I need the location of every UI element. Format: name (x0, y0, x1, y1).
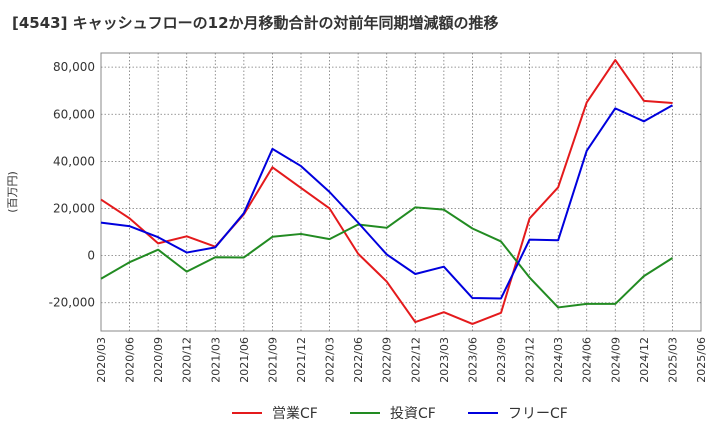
x-tick-label: 2025/06 (695, 337, 708, 383)
y-axis-label: (百万円) (6, 171, 19, 213)
series-line-3 (100, 104, 673, 300)
x-tick-label: 2023/06 (466, 337, 479, 383)
x-tick-label: 2021/03 (209, 337, 222, 383)
legend-label-3: フリーCF (508, 406, 568, 422)
x-tick-label: 2020/06 (124, 337, 137, 383)
y-tick-label: 40,000 (53, 154, 95, 168)
x-tick-label: 2025/03 (666, 337, 679, 383)
chart-title: [4543] キャッシュフローの12か月移動合計の対前年同期増減額の推移 (12, 14, 499, 32)
x-tick-label: 2020/09 (152, 337, 165, 383)
x-tick-label: 2022/12 (409, 337, 422, 383)
y-tick-label: 20,000 (53, 201, 95, 215)
x-tick-label: 2024/06 (581, 337, 594, 383)
x-tick-label: 2023/09 (495, 337, 508, 383)
x-tick-label: 2023/12 (524, 337, 537, 383)
x-tick-label: 2024/09 (609, 337, 622, 383)
x-tick-label: 2022/06 (352, 337, 365, 383)
series-line-1 (100, 59, 673, 325)
x-tick-label: 2021/06 (238, 337, 251, 383)
plot-area (100, 52, 702, 332)
x-tick-label: 2022/09 (381, 337, 394, 383)
x-tick-label: 2021/12 (295, 337, 308, 383)
y-tick-label: 0 (87, 249, 95, 263)
x-tick-label: 2020/03 (95, 337, 108, 383)
x-tick-label: 2020/12 (181, 337, 194, 383)
legend-label-2: 投資CF (390, 406, 436, 422)
x-tick-label: 2021/09 (266, 337, 279, 383)
x-tick-label: 2023/03 (438, 337, 451, 383)
y-tick-label: 60,000 (53, 107, 95, 121)
y-tick-label: -20,000 (49, 296, 95, 310)
x-tick-label: 2022/03 (324, 337, 337, 383)
legend-label-1: 営業CF (272, 406, 318, 422)
x-tick-label: 2024/03 (552, 337, 565, 383)
y-tick-label: 80,000 (53, 60, 95, 74)
series-line-2 (100, 206, 673, 309)
x-tick-label: 2024/12 (638, 337, 651, 383)
